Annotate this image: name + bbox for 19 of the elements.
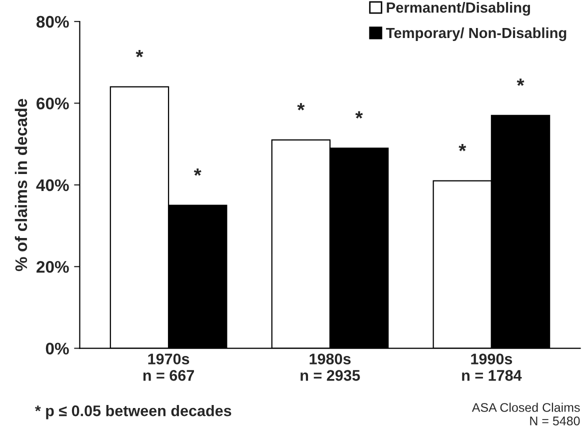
y-tick-label: 0% (46, 342, 69, 355)
annotation: * (194, 168, 202, 176)
x-tick-label: 1970s n = 667 (143, 354, 194, 381)
x-tick-label: 1980s n = 2935 (300, 354, 360, 381)
annotation: * (297, 103, 305, 110)
y-tick-label: 20% (36, 261, 69, 273)
text: * p ≤ 0.05 between decades (34, 405, 232, 420)
legend-label: Permanent/Disabling (386, 2, 530, 16)
annotation: * (355, 111, 363, 119)
y-axis-title: % of claims in decade (14, 98, 28, 272)
annotation: * (458, 144, 466, 152)
legend-label: Temporary/ Non-Disabling (386, 27, 566, 42)
annotation: * (516, 78, 524, 86)
annotation: * (136, 50, 144, 58)
text: ASA Closed Claims N = 5480 (472, 402, 580, 426)
x-tick-label: 1990s n = 1784 (462, 354, 522, 381)
y-tick-label: 40% (36, 179, 69, 192)
y-tick-label: 60% (36, 98, 69, 110)
y-tick-label: 80% (36, 16, 69, 28)
